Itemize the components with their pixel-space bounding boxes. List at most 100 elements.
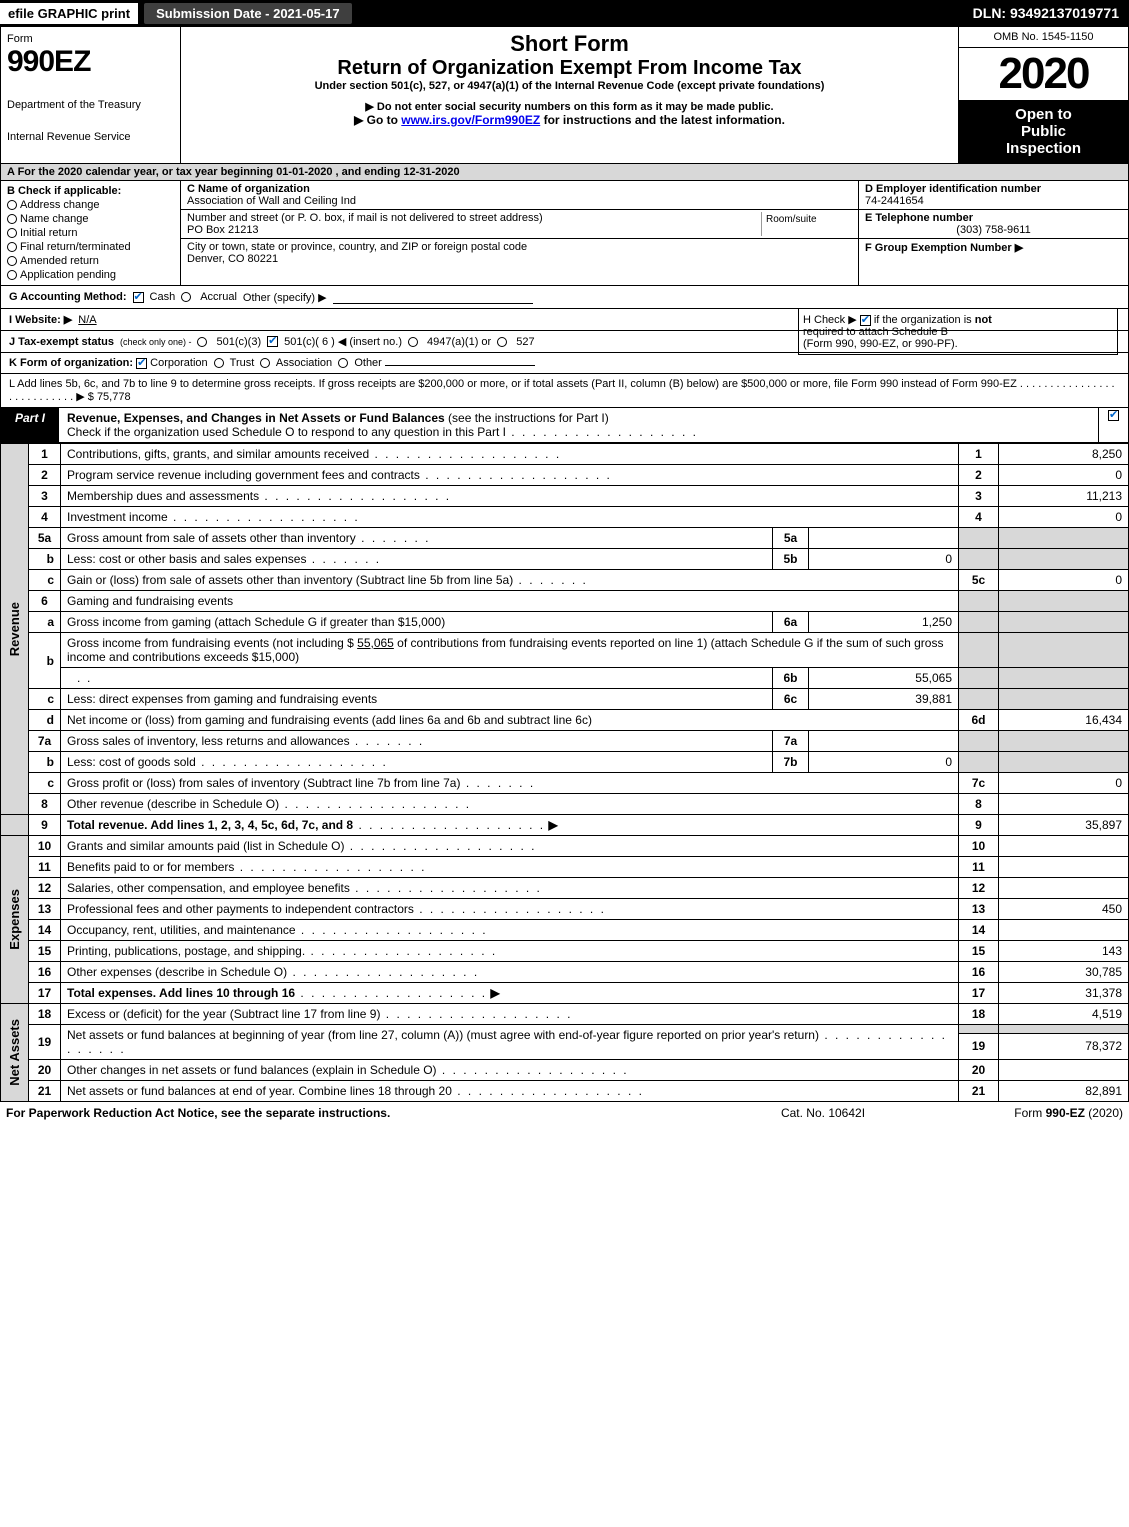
opt-initial-return[interactable]: Initial return bbox=[7, 227, 174, 239]
other-specify-input[interactable] bbox=[333, 290, 533, 304]
line-box: 1 bbox=[959, 444, 999, 465]
line-box: 11 bbox=[959, 857, 999, 878]
opt-label: Final return/terminated bbox=[20, 241, 131, 253]
row-9: 9 Total revenue. Add lines 1, 2, 3, 4, 5… bbox=[1, 815, 1129, 836]
shaded-cell bbox=[959, 752, 999, 773]
j-label: J Tax-exempt status bbox=[9, 336, 114, 348]
line-val bbox=[999, 857, 1129, 878]
line-box: 18 bbox=[959, 1004, 999, 1025]
line-num: 15 bbox=[29, 941, 61, 962]
city-label: City or town, state or province, country… bbox=[187, 241, 852, 253]
col-b-letter: B bbox=[7, 185, 15, 197]
k-corp-checkbox[interactable] bbox=[136, 358, 147, 369]
line-val: 0 bbox=[999, 773, 1129, 794]
header-middle: Short Form Return of Organization Exempt… bbox=[181, 27, 958, 163]
opt-application-pending[interactable]: Application pending bbox=[7, 269, 174, 281]
goto-link[interactable]: www.irs.gov/Form990EZ bbox=[401, 113, 540, 127]
under-section: Under section 501(c), 527, or 4947(a)(1)… bbox=[189, 80, 950, 92]
row-7c: c Gross profit or (loss) from sales of i… bbox=[1, 773, 1129, 794]
subbox-label: 5b bbox=[773, 549, 809, 570]
shaded-cell bbox=[959, 612, 999, 633]
shaded-cell bbox=[999, 612, 1129, 633]
line-text: Occupancy, rent, utilities, and maintena… bbox=[61, 920, 959, 941]
line-text: Other changes in net assets or fund bala… bbox=[61, 1060, 959, 1081]
line-text: Contributions, gifts, grants, and simila… bbox=[61, 444, 959, 465]
accrual-label: Accrual bbox=[200, 291, 237, 303]
part1-title-bold: Revenue, Expenses, and Changes in Net As… bbox=[67, 411, 445, 425]
part1-schedule-o-checkbox[interactable] bbox=[1108, 410, 1119, 421]
row-5b: b Less: cost or other basis and sales ex… bbox=[1, 549, 1129, 570]
line-num: 17 bbox=[29, 983, 61, 1004]
j-o1: 501(c)(3) bbox=[216, 336, 261, 348]
e-label: E Telephone number bbox=[865, 212, 1122, 224]
accrual-radio[interactable] bbox=[181, 292, 191, 302]
org-name: Association of Wall and Ceiling Ind bbox=[187, 195, 852, 207]
dept-irs: Internal Revenue Service bbox=[7, 131, 174, 143]
line-num: 4 bbox=[29, 507, 61, 528]
line-text: Gross sales of inventory, less returns a… bbox=[61, 731, 773, 752]
line-text: Less: cost of goods sold bbox=[61, 752, 773, 773]
row-6a: a Gross income from gaming (attach Sched… bbox=[1, 612, 1129, 633]
opt-amended-return[interactable]: Amended return bbox=[7, 255, 174, 267]
shaded-cell bbox=[999, 549, 1129, 570]
line-num: 21 bbox=[29, 1081, 61, 1102]
opt-name-change[interactable]: Name change bbox=[7, 213, 174, 225]
opt-address-change[interactable]: Address change bbox=[7, 199, 174, 211]
opt-final-return[interactable]: Final return/terminated bbox=[7, 241, 174, 253]
r6b-amt: 55,065 bbox=[357, 636, 394, 650]
line-box: 16 bbox=[959, 962, 999, 983]
subbox-val: 39,881 bbox=[809, 689, 959, 710]
form-ref-bold: 990-EZ bbox=[1046, 1106, 1085, 1120]
cash-checkbox[interactable] bbox=[133, 292, 144, 303]
j-note: (check only one) - bbox=[120, 337, 192, 347]
subbox-val bbox=[809, 731, 959, 752]
line-num: 5a bbox=[29, 528, 61, 549]
j-4947-radio[interactable] bbox=[408, 337, 418, 347]
line-num: 6 bbox=[29, 591, 61, 612]
line-num: 11 bbox=[29, 857, 61, 878]
k-other-radio[interactable] bbox=[338, 358, 348, 368]
line-text: Investment income bbox=[61, 507, 959, 528]
line-val: 0 bbox=[999, 570, 1129, 591]
j-527-radio[interactable] bbox=[497, 337, 507, 347]
line-box: 10 bbox=[959, 836, 999, 857]
shaded-cell bbox=[959, 668, 999, 689]
l-amount: $ 75,778 bbox=[88, 391, 131, 403]
row-15: 15 Printing, publications, postage, and … bbox=[1, 941, 1129, 962]
h-text3: required to attach Schedule B bbox=[803, 326, 948, 338]
cash-label: Cash bbox=[150, 291, 176, 303]
j-501c-checkbox[interactable] bbox=[267, 336, 278, 347]
form-word: Form bbox=[7, 33, 174, 45]
page-footer: For Paperwork Reduction Act Notice, see … bbox=[0, 1102, 1129, 1124]
line-box: 17 bbox=[959, 983, 999, 1004]
k-assoc-radio[interactable] bbox=[260, 358, 270, 368]
ein-val: 74-2441654 bbox=[865, 195, 1122, 207]
part1-header: Part I Revenue, Expenses, and Changes in… bbox=[0, 408, 1129, 443]
j-501c3-radio[interactable] bbox=[197, 337, 207, 347]
form-ref-post: (2020) bbox=[1085, 1106, 1123, 1120]
line-num: 9 bbox=[29, 815, 61, 836]
line-num: c bbox=[29, 689, 61, 710]
line-box: 13 bbox=[959, 899, 999, 920]
row-13: 13 Professional fees and other payments … bbox=[1, 899, 1129, 920]
row-14: 14 Occupancy, rent, utilities, and maint… bbox=[1, 920, 1129, 941]
row-18: Net Assets 18 Excess or (deficit) for th… bbox=[1, 1004, 1129, 1025]
subbox-val bbox=[809, 528, 959, 549]
spacer: . . bbox=[61, 668, 773, 689]
h-checkbox[interactable] bbox=[860, 315, 871, 326]
line-num: 12 bbox=[29, 878, 61, 899]
k-trust-radio[interactable] bbox=[214, 358, 224, 368]
line-val: 0 bbox=[999, 507, 1129, 528]
line-num: a bbox=[29, 612, 61, 633]
line-val bbox=[999, 794, 1129, 815]
line-box: 7c bbox=[959, 773, 999, 794]
line-box: 20 bbox=[959, 1060, 999, 1081]
line-text: Gain or (loss) from sale of assets other… bbox=[61, 570, 959, 591]
r9-text: Total revenue. Add lines 1, 2, 3, 4, 5c,… bbox=[67, 818, 353, 832]
k-other-input[interactable] bbox=[385, 365, 535, 366]
line-num: c bbox=[29, 570, 61, 591]
subbox-label: 6b bbox=[773, 668, 809, 689]
row-11: 11 Benefits paid to or for members 11 bbox=[1, 857, 1129, 878]
other-label: Other (specify) ▶ bbox=[243, 291, 327, 304]
h-box: H Check ▶ if the organization is not req… bbox=[798, 308, 1118, 355]
